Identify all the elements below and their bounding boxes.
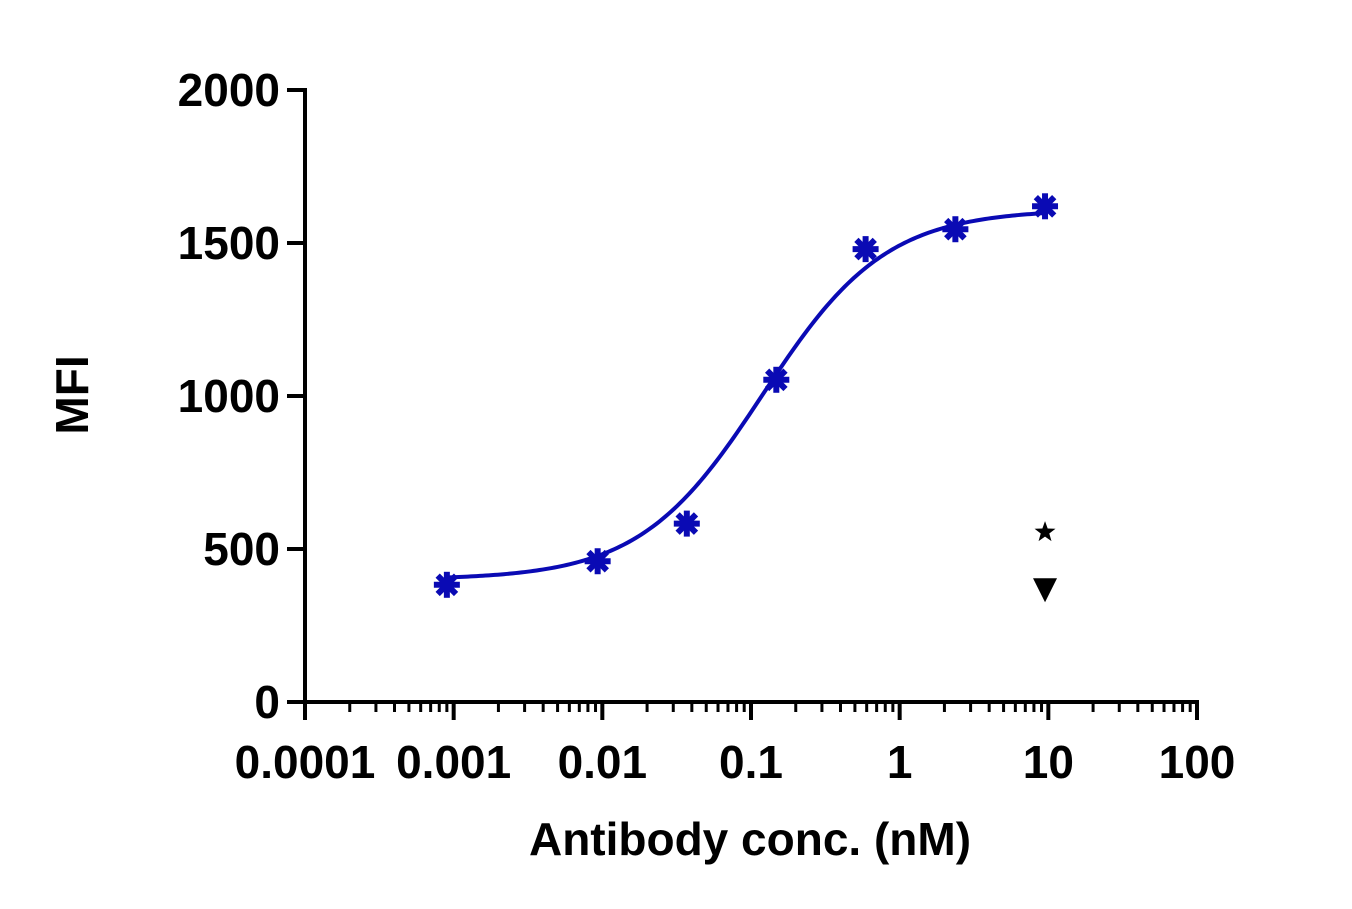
- y-tick-label: 2000: [178, 64, 280, 116]
- data-point-star: [1034, 521, 1056, 542]
- y-tick-label: 1000: [178, 370, 280, 422]
- data-point-asterisk: [942, 216, 969, 243]
- y-axis-title: MFI: [46, 355, 98, 434]
- x-tick-label: 100: [1159, 736, 1236, 788]
- x-tick-label: 0.001: [396, 736, 511, 788]
- x-tick-label: 0.0001: [235, 736, 376, 788]
- x-tick-label: 10: [1023, 736, 1074, 788]
- y-tick-label: 1500: [178, 217, 280, 269]
- axes: 0 500 1000 1500 2000 0.0001 0.001 0.01 0.1 1 10 100: [178, 64, 1236, 788]
- y-tick-label: 500: [203, 523, 280, 575]
- x-axis-title: Antibody conc. (nM): [529, 813, 971, 865]
- data-point-triangle: [1033, 578, 1058, 603]
- data-point-asterisk: [433, 571, 460, 598]
- data-point-asterisk: [852, 236, 879, 263]
- x-tick-label: 0.01: [558, 736, 648, 788]
- y-tick-label: 0: [254, 676, 280, 728]
- fit-curves: [446, 211, 1046, 580]
- data-point-asterisk: [763, 366, 790, 393]
- data-point-asterisk: [1032, 193, 1059, 220]
- x-tick-label: 1: [887, 736, 913, 788]
- x-tick-label: 0.1: [719, 736, 783, 788]
- data-point-asterisk: [673, 510, 700, 537]
- fit-curve: [446, 211, 1046, 580]
- data-points: [433, 193, 1059, 603]
- data-point-asterisk: [584, 548, 611, 575]
